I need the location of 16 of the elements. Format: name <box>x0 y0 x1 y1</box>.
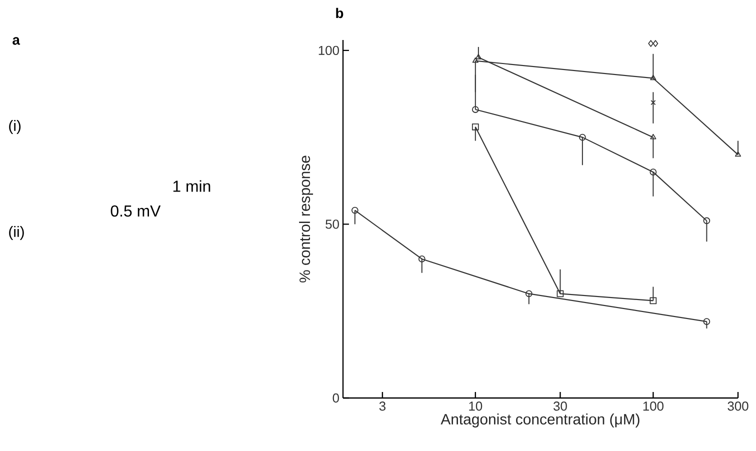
x-tick-label: 300 <box>728 402 748 411</box>
y-tick-label: 100 <box>318 46 339 56</box>
y-tick-label: 50 <box>326 220 339 229</box>
x-tick-label: 3 <box>379 402 386 411</box>
text: (ii) <box>9 226 24 240</box>
text: 1 min <box>173 180 210 192</box>
x-tick-label: 10 <box>469 402 482 411</box>
x-tick-label: 100 <box>643 402 664 411</box>
text: b <box>336 8 344 18</box>
x-axis-title: Antagonist concentration (μM) <box>440 414 640 428</box>
y-axis-title: % control response <box>299 156 314 282</box>
text: (i) <box>9 120 21 134</box>
y-tick-label: 0 <box>332 393 339 403</box>
text: 0.5 mV <box>110 205 161 217</box>
text: a <box>12 37 20 45</box>
x-tick-label: 30 <box>554 402 567 411</box>
